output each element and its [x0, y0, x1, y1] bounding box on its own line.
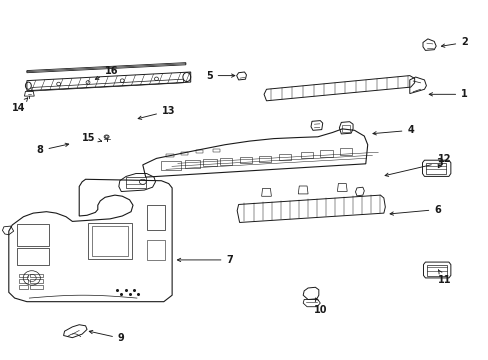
Bar — [30, 279, 42, 283]
Text: 5: 5 — [205, 71, 234, 81]
Text: 12: 12 — [437, 154, 451, 168]
Bar — [30, 274, 42, 277]
Bar — [195, 150, 203, 153]
Text: 6: 6 — [389, 204, 440, 215]
Bar — [259, 156, 271, 162]
Bar — [126, 177, 145, 188]
Text: 14: 14 — [12, 98, 28, 113]
Bar — [146, 240, 165, 260]
Bar — [184, 160, 199, 168]
Bar — [339, 148, 351, 155]
Text: 10: 10 — [313, 298, 326, 315]
Text: 1: 1 — [428, 89, 467, 99]
Bar — [239, 157, 251, 163]
Text: 16: 16 — [95, 66, 118, 79]
Bar — [203, 159, 216, 166]
Bar — [17, 224, 49, 246]
Text: 4: 4 — [372, 125, 413, 135]
Text: 15: 15 — [82, 132, 102, 143]
Bar — [19, 285, 28, 289]
Text: 13: 13 — [138, 106, 175, 120]
Bar — [320, 150, 332, 157]
Text: 3: 3 — [385, 158, 443, 176]
Bar — [220, 158, 232, 165]
Bar — [146, 205, 165, 230]
Bar — [300, 152, 312, 158]
Bar — [19, 274, 28, 277]
Bar — [166, 154, 173, 157]
Text: 7: 7 — [177, 255, 233, 265]
Bar — [278, 154, 290, 160]
Bar — [92, 226, 128, 256]
Bar — [427, 265, 446, 276]
Text: 8: 8 — [37, 143, 68, 156]
Bar — [30, 285, 42, 289]
Text: 9: 9 — [89, 330, 124, 343]
Bar — [342, 125, 349, 132]
Bar — [212, 149, 220, 152]
Text: 11: 11 — [437, 270, 451, 285]
Bar — [426, 163, 445, 174]
Text: 2: 2 — [441, 37, 467, 48]
Bar — [19, 279, 28, 283]
Bar — [181, 152, 188, 155]
Bar — [161, 161, 181, 170]
Bar — [88, 223, 132, 259]
Bar — [17, 248, 49, 265]
